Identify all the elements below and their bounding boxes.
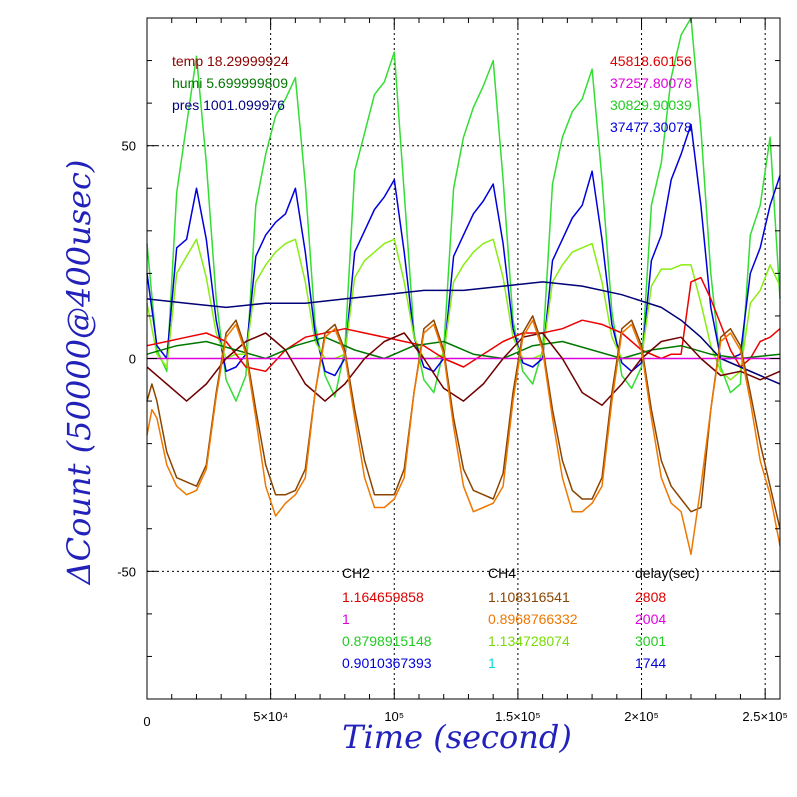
x-tick-label: 10⁵: [384, 709, 404, 724]
table-value-ch2: 0.9010367393: [342, 655, 432, 671]
channel-count-value: 37257.80078: [610, 75, 692, 91]
series-line-5: [146, 336, 781, 360]
x-tick-label: 5×10⁴: [253, 709, 288, 724]
y-tick-label: 0: [129, 352, 136, 367]
env-reading: pres 1001.099976: [172, 97, 285, 113]
series-line-0: [146, 17, 781, 402]
series-line-9: [146, 319, 781, 556]
table-value-delay: 2808: [635, 589, 666, 605]
channel-count-value: 37477.30078: [610, 119, 692, 135]
channel-count-value: 30829.90039: [610, 97, 692, 113]
series-line-2: [146, 238, 781, 381]
series-lines: [146, 17, 781, 556]
axis-ticks: 5×10⁴ 10⁵ 1.5×10⁵ 2×10⁵ 2.5×10⁵ 0 50 0 -50: [117, 18, 788, 729]
table-value-ch2: 0.8798915148: [342, 633, 432, 649]
x-tick-label: 2.5×10⁵: [742, 709, 788, 724]
table-header: delay(sec): [635, 565, 700, 581]
env-reading: humi 5.699999809: [172, 75, 288, 91]
x-tick-label-origin: 0: [143, 714, 150, 729]
series-line-8: [146, 315, 781, 529]
table-value-ch2: 1.164659858: [342, 589, 424, 605]
y-tick-label: 50: [122, 139, 136, 154]
x-tick-label: 2×10⁵: [624, 709, 659, 724]
table-value-ch4: 1.108316541: [488, 589, 570, 605]
x-axis-label: Time (second): [342, 718, 572, 756]
annotations: temp 18.29999924 humi 5.699999809 pres 100…: [172, 53, 700, 671]
series-line-7: [146, 332, 781, 407]
y-axis-label: ΔCount (50000@400usec): [60, 160, 98, 587]
table-value-ch4: 0.8968766332: [488, 611, 578, 627]
y-tick-label: -50: [117, 564, 136, 579]
table-value-ch2: 1: [342, 611, 350, 627]
table-value-ch4: 1.134728074: [488, 633, 570, 649]
channel-count-value: 45818.60156: [610, 53, 692, 69]
table-header: CH4: [488, 565, 516, 581]
series-line-1: [146, 123, 781, 377]
table-value-delay: 2004: [635, 611, 666, 627]
table-header: CH2: [342, 565, 370, 581]
x-tick-label: 1.5×10⁵: [495, 709, 541, 724]
table-value-ch4: 1: [488, 655, 496, 671]
table-value-delay: 1744: [635, 655, 666, 671]
table-value-delay: 3001: [635, 633, 666, 649]
env-reading: temp 18.29999924: [172, 53, 289, 69]
